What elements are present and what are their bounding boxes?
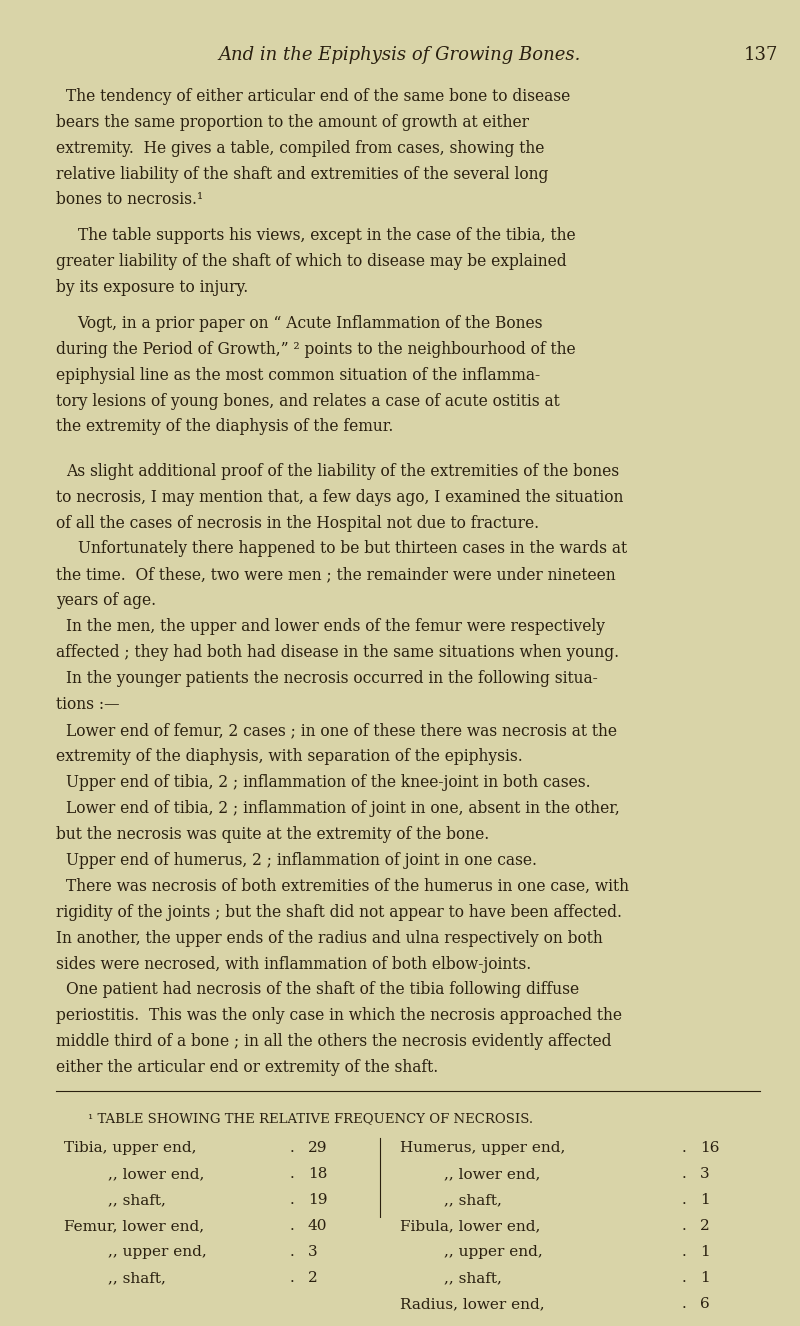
Text: greater liability of the shaft of which to disease may be explained: greater liability of the shaft of which …: [56, 253, 566, 271]
Text: either the articular end or extremity of the shaft.: either the articular end or extremity of…: [56, 1059, 438, 1077]
Text: 3: 3: [308, 1245, 318, 1258]
Text: .: .: [682, 1297, 692, 1311]
Text: .: .: [682, 1270, 692, 1285]
Text: ,, shaft,: ,, shaft,: [108, 1270, 166, 1285]
Text: epiphysial line as the most common situation of the inflamma-: epiphysial line as the most common situa…: [56, 366, 540, 383]
Text: Upper end of humerus, 2 ; inflammation of joint in one case.: Upper end of humerus, 2 ; inflammation o…: [66, 851, 538, 869]
Text: 2: 2: [308, 1270, 318, 1285]
Text: .: .: [290, 1142, 300, 1155]
Text: 18: 18: [308, 1167, 327, 1181]
Text: 1: 1: [700, 1193, 710, 1207]
Text: sides were necrosed, with inflammation of both elbow-joints.: sides were necrosed, with inflammation o…: [56, 956, 531, 972]
Text: Tibia, upper end,: Tibia, upper end,: [64, 1142, 197, 1155]
Text: bears the same proportion to the amount of growth at either: bears the same proportion to the amount …: [56, 114, 529, 131]
Text: years of age.: years of age.: [56, 593, 156, 610]
Text: In the men, the upper and lower ends of the femur were respectively: In the men, the upper and lower ends of …: [66, 618, 606, 635]
Text: tory lesions of young bones, and relates a case of acute ostitis at: tory lesions of young bones, and relates…: [56, 392, 560, 410]
Text: ¹ TABLE SHOWING THE RELATIVE FREQUENCY OF NECROSIS.: ¹ TABLE SHOWING THE RELATIVE FREQUENCY O…: [88, 1113, 533, 1124]
Text: of all the cases of necrosis in the Hospital not due to fracture.: of all the cases of necrosis in the Hosp…: [56, 514, 539, 532]
Text: Unfortunately there happened to be but thirteen cases in the wards at: Unfortunately there happened to be but t…: [78, 541, 626, 557]
Text: bones to necrosis.¹: bones to necrosis.¹: [56, 191, 203, 208]
Text: .: .: [682, 1142, 692, 1155]
Text: .: .: [682, 1219, 692, 1233]
Text: 1: 1: [700, 1270, 710, 1285]
Text: .: .: [682, 1167, 692, 1181]
Text: .: .: [682, 1193, 692, 1207]
Text: ,, shaft,: ,, shaft,: [444, 1270, 502, 1285]
Text: .: .: [682, 1245, 692, 1258]
Text: Lower end of femur, 2 cases ; in one of these there was necrosis at the: Lower end of femur, 2 cases ; in one of …: [66, 723, 618, 739]
Text: 6: 6: [700, 1297, 710, 1311]
Text: Fibula, lower end,: Fibula, lower end,: [400, 1219, 540, 1233]
Text: extremity of the diaphysis, with separation of the epiphysis.: extremity of the diaphysis, with separat…: [56, 748, 522, 765]
Text: .: .: [290, 1193, 300, 1207]
Text: Upper end of tibia, 2 ; inflammation of the knee-joint in both cases.: Upper end of tibia, 2 ; inflammation of …: [66, 774, 591, 790]
Text: relative liability of the shaft and extremities of the several long: relative liability of the shaft and extr…: [56, 166, 548, 183]
Text: during the Period of Growth,” ² points to the neighbourhood of the: during the Period of Growth,” ² points t…: [56, 341, 576, 358]
Text: There was necrosis of both extremities of the humerus in one case, with: There was necrosis of both extremities o…: [66, 878, 630, 895]
Text: the extremity of the diaphysis of the femur.: the extremity of the diaphysis of the fe…: [56, 419, 394, 435]
Text: 19: 19: [308, 1193, 327, 1207]
Text: 40: 40: [308, 1219, 327, 1233]
Text: And in the Epiphysis of Growing Bones.: And in the Epiphysis of Growing Bones.: [219, 46, 581, 64]
Text: 137: 137: [744, 46, 778, 64]
Text: by its exposure to injury.: by its exposure to injury.: [56, 278, 248, 296]
Text: .: .: [290, 1245, 300, 1258]
Text: Radius, lower end,: Radius, lower end,: [400, 1297, 545, 1311]
Text: to necrosis, I may mention that, a few days ago, I examined the situation: to necrosis, I may mention that, a few d…: [56, 488, 623, 505]
Text: ,, lower end,: ,, lower end,: [108, 1167, 204, 1181]
Text: but the necrosis was quite at the extremity of the bone.: but the necrosis was quite at the extrem…: [56, 826, 490, 843]
Text: affected ; they had both had disease in the same situations when young.: affected ; they had both had disease in …: [56, 644, 619, 662]
Text: tions :—: tions :—: [56, 696, 119, 713]
Text: periostitis.  This was the only case in which the necrosis approached the: periostitis. This was the only case in w…: [56, 1008, 622, 1025]
Text: ,, upper end,: ,, upper end,: [108, 1245, 206, 1258]
Text: In another, the upper ends of the radius and ulna respectively on both: In another, the upper ends of the radius…: [56, 930, 602, 947]
Text: ,, shaft,: ,, shaft,: [108, 1193, 166, 1207]
Text: Femur, lower end,: Femur, lower end,: [64, 1219, 204, 1233]
Text: 16: 16: [700, 1142, 719, 1155]
Text: 2: 2: [700, 1219, 710, 1233]
Text: As slight additional proof of the liability of the extremities of the bones: As slight additional proof of the liabil…: [66, 463, 619, 480]
Text: Vogt, in a prior paper on “ Acute Inflammation of the Bones: Vogt, in a prior paper on “ Acute Inflam…: [78, 314, 543, 332]
Text: .: .: [290, 1219, 300, 1233]
Text: The table supports his views, except in the case of the tibia, the: The table supports his views, except in …: [78, 227, 575, 244]
Text: ,, upper end,: ,, upper end,: [444, 1245, 542, 1258]
Text: the time.  Of these, two were men ; the remainder were under nineteen: the time. Of these, two were men ; the r…: [56, 566, 616, 583]
Text: middle third of a bone ; in all the others the necrosis evidently affected: middle third of a bone ; in all the othe…: [56, 1033, 611, 1050]
Text: In the younger patients the necrosis occurred in the following situa-: In the younger patients the necrosis occ…: [66, 670, 598, 687]
Text: rigidity of the joints ; but the shaft did not appear to have been affected.: rigidity of the joints ; but the shaft d…: [56, 903, 622, 920]
Text: 29: 29: [308, 1142, 327, 1155]
Text: extremity.  He gives a table, compiled from cases, showing the: extremity. He gives a table, compiled fr…: [56, 139, 544, 156]
Text: ,, lower end,: ,, lower end,: [444, 1167, 540, 1181]
Text: .: .: [290, 1270, 300, 1285]
Text: 3: 3: [700, 1167, 710, 1181]
Text: .: .: [290, 1167, 300, 1181]
Text: Humerus, upper end,: Humerus, upper end,: [400, 1142, 566, 1155]
Text: 1: 1: [700, 1245, 710, 1258]
Text: ,, shaft,: ,, shaft,: [444, 1193, 502, 1207]
Text: One patient had necrosis of the shaft of the tibia following diffuse: One patient had necrosis of the shaft of…: [66, 981, 579, 998]
Text: Lower end of tibia, 2 ; inflammation of joint in one, absent in the other,: Lower end of tibia, 2 ; inflammation of …: [66, 800, 620, 817]
Text: The tendency of either articular end of the same bone to disease: The tendency of either articular end of …: [66, 88, 570, 105]
